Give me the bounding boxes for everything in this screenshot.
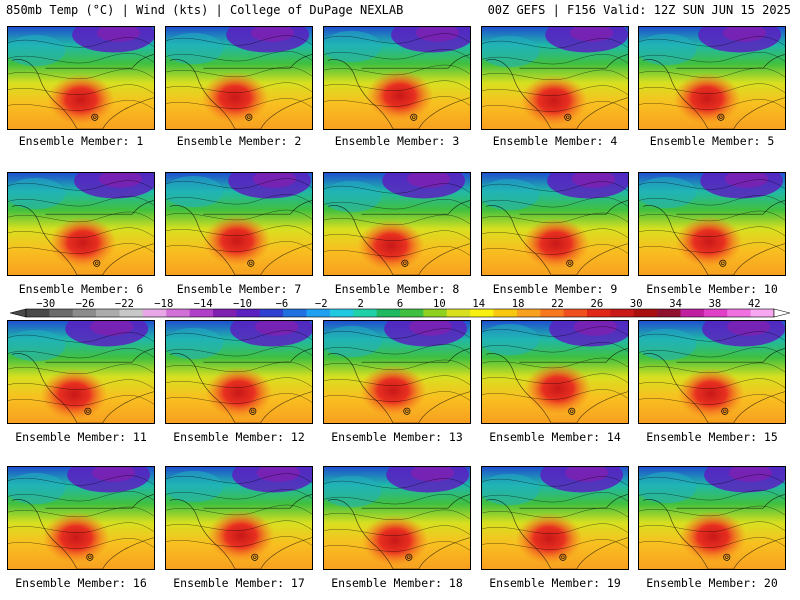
ensemble-member-map <box>638 26 786 130</box>
ensemble-member-map <box>481 172 629 276</box>
ensemble-member-caption: Ensemble Member: 1 <box>18 134 144 148</box>
colorbar-swatch <box>72 309 97 317</box>
colorbar-swatch <box>750 309 775 317</box>
colorbar-swatch <box>142 309 167 317</box>
colorbar-swatch <box>446 309 471 317</box>
colorbar-tick-label: 14 <box>472 298 485 310</box>
colorbar-swatch <box>166 309 190 317</box>
ensemble-member-map <box>165 320 313 424</box>
colorbar-swatch <box>493 309 518 317</box>
ensemble-member-caption: Ensemble Member: 9 <box>492 282 618 296</box>
ensemble-member-caption: Ensemble Member: 4 <box>492 134 618 148</box>
ensemble-member-caption: Ensemble Member: 11 <box>15 430 147 444</box>
ensemble-member-caption: Ensemble Member: 18 <box>331 576 463 590</box>
header-title: 850mb Temp (°C) | Wind (kts) | College o… <box>6 3 404 17</box>
colorbar-tick-label: −14 <box>194 298 213 310</box>
ensemble-member-caption: Ensemble Member: 3 <box>334 134 460 148</box>
ensemble-member-caption: Ensemble Member: 6 <box>18 282 144 296</box>
colorbar-tick-label: −6 <box>276 298 289 310</box>
colorbar-tick-label: 26 <box>591 298 604 310</box>
ensemble-member-caption: Ensemble Member: 12 <box>173 430 305 444</box>
ensemble-member-map <box>481 26 629 130</box>
ensemble-member-caption: Ensemble Member: 10 <box>646 282 778 296</box>
ensemble-member-caption: Ensemble Member: 20 <box>646 576 778 590</box>
colorbar-swatch <box>376 309 401 317</box>
ensemble-member-map <box>323 172 471 276</box>
colorbar-swatch <box>329 309 354 317</box>
colorbar-tick-label: 6 <box>397 298 403 310</box>
colorbar-swatch <box>283 309 307 317</box>
colorbar-swatch <box>610 309 635 317</box>
colorbar-swatch <box>703 309 728 317</box>
ensemble-member-map <box>7 172 155 276</box>
ensemble-member-caption: Ensemble Member: 5 <box>649 134 775 148</box>
ensemble-member-map <box>323 320 471 424</box>
ensemble-member-map <box>7 466 155 570</box>
ensemble-member-map <box>7 26 155 130</box>
colorbar-tick-label: 34 <box>669 298 682 310</box>
colorbar-tick-label: 42 <box>748 298 761 310</box>
colorbar-tick-label: −10 <box>233 298 252 310</box>
temperature-colorbar: −30 −26 −22 −18 −14 −10 −6 −2 2 6 10 14 18 22 26 30 34 38… <box>10 298 790 320</box>
ensemble-member-caption: Ensemble Member: 13 <box>331 430 463 444</box>
colorbar-tick-label: 10 <box>433 298 446 310</box>
colorbar-swatch <box>96 309 120 317</box>
colorbar-swatch <box>727 309 751 317</box>
ensemble-member-caption: Ensemble Member: 8 <box>334 282 460 296</box>
colorbar-swatch <box>680 309 705 317</box>
colorbar-tick-label: 18 <box>512 298 525 310</box>
colorbar-swatch <box>26 309 50 317</box>
colorbar-swatch <box>353 309 377 317</box>
ensemble-member-caption: Ensemble Member: 7 <box>176 282 302 296</box>
colorbar-tick-label: −2 <box>315 298 328 310</box>
ensemble-member-caption: Ensemble Member: 15 <box>646 430 778 444</box>
colorbar-swatch <box>306 309 331 317</box>
ensemble-member-caption: Ensemble Member: 14 <box>489 430 621 444</box>
ensemble-member-caption: Ensemble Member: 17 <box>173 576 305 590</box>
ensemble-member-map <box>165 26 313 130</box>
colorbar-swatch <box>587 309 611 317</box>
colorbar-swatch <box>49 309 74 317</box>
colorbar-swatch <box>633 309 658 317</box>
ensemble-member-map <box>638 172 786 276</box>
colorbar-swatch <box>470 309 494 317</box>
colorbar-tick-label: 38 <box>709 298 722 310</box>
colorbar-swatch <box>189 309 214 317</box>
colorbar-tick-label: −22 <box>115 298 134 310</box>
colorbar-swatch <box>236 309 261 317</box>
colorbar-swatch <box>119 309 144 317</box>
ensemble-member-map <box>638 320 786 424</box>
ensemble-member-map <box>7 320 155 424</box>
colorbar-swatch <box>423 309 448 317</box>
ensemble-member-map <box>323 466 471 570</box>
ensemble-member-caption: Ensemble Member: 19 <box>489 576 621 590</box>
ensemble-member-map <box>481 466 629 570</box>
colorbar-tick-label: −30 <box>36 298 55 310</box>
colorbar-tick-label: −26 <box>76 298 95 310</box>
colorbar-swatch <box>540 309 564 317</box>
colorbar-swatch <box>516 309 541 317</box>
colorbar-swatch <box>400 309 424 317</box>
ensemble-member-map <box>165 466 313 570</box>
colorbar-tick-label: 30 <box>630 298 643 310</box>
colorbar-swatch <box>259 309 284 317</box>
ensemble-member-map <box>323 26 471 130</box>
colorbar-swatch <box>213 309 237 317</box>
colorbar-tick-label: 2 <box>357 298 363 310</box>
ensemble-member-caption: Ensemble Member: 2 <box>176 134 302 148</box>
colorbar-tick-label: −18 <box>154 298 173 310</box>
ensemble-member-caption: Ensemble Member: 16 <box>15 576 147 590</box>
ensemble-member-map <box>165 172 313 276</box>
ensemble-member-map <box>481 320 629 424</box>
colorbar-swatch <box>657 309 681 317</box>
colorbar-swatch <box>563 309 588 317</box>
colorbar-tick-label: 22 <box>551 298 564 310</box>
header-run-info: 00Z GEFS | F156 Valid: 12Z SUN JUN 15 20… <box>487 3 791 17</box>
ensemble-member-map <box>638 466 786 570</box>
